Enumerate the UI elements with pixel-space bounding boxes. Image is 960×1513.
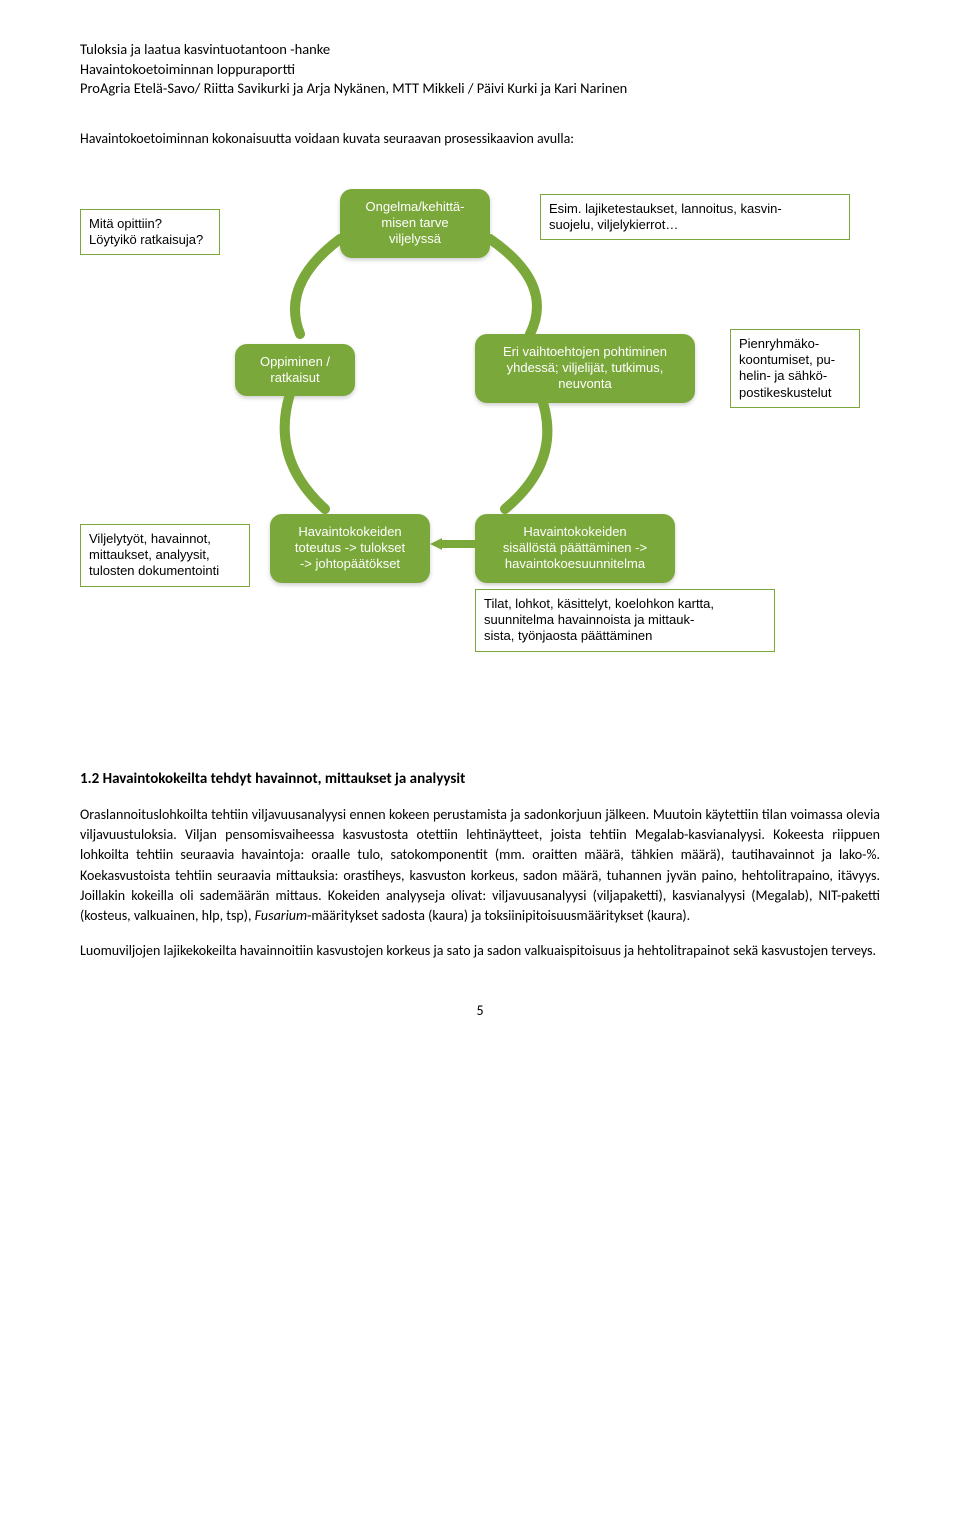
pill-problem: Ongelma/kehittä-misen tarveviljelyssä <box>340 189 490 258</box>
pill-learning-text: Oppiminen /ratkaisut <box>260 354 330 385</box>
intro-text: Havaintokoetoiminnan kokonaisuutta voida… <box>80 129 880 149</box>
pill-problem-text: Ongelma/kehittä-misen tarveviljelyssä <box>366 199 465 247</box>
arc-left-2 <box>265 389 355 519</box>
pill-content-text: Havaintokokeidensisällöstä päättäminen -… <box>503 524 647 572</box>
box-smallgroup-text: Pienryhmäko-koontumiset, pu-helin- ja sä… <box>739 336 835 400</box>
paragraph-2: Luomuviljojen lajikekokeilta havainnoiti… <box>80 941 880 961</box>
arrow-horizontal <box>430 534 475 554</box>
section-heading: 1.2 Havaintokokeilta tehdyt havainnot, m… <box>80 769 880 791</box>
pill-execution: Havaintokokeidentoteutus -> tulokset-> j… <box>270 514 430 583</box>
box-fieldwork-text: Viljelytyöt, havainnot,mittaukset, analy… <box>89 531 219 579</box>
arc-right-1 <box>475 234 565 344</box>
box-plan-text: Tilat, lohkot, käsittelyt, koelohkon kar… <box>484 596 714 644</box>
box-questions-text: Mitä opittiin?Löytyikö ratkaisuja? <box>89 216 203 247</box>
document-header: Tuloksia ja laatua kasvintuotantoon -han… <box>80 40 880 99</box>
paragraph-1: Oraslannoituslohkoilta tehtiin viljavuus… <box>80 805 880 927</box>
box-examples: Esim. lajiketestaukset, lannoitus, kasvi… <box>540 194 850 241</box>
arc-right-2 <box>480 389 570 519</box>
box-smallgroup: Pienryhmäko-koontumiset, pu-helin- ja sä… <box>730 329 860 408</box>
p1-part-b: -määritykset sadosta (kaura) ja toksiini… <box>307 907 690 924</box>
page-number: 5 <box>80 1001 880 1021</box>
box-plan: Tilat, lohkot, käsittelyt, koelohkon kar… <box>475 589 775 652</box>
arc-left-1 <box>270 234 360 344</box>
box-fieldwork: Viljelytyöt, havainnot,mittaukset, analy… <box>80 524 250 587</box>
header-line-3: ProAgria Etelä-Savo/ Riitta Savikurki ja… <box>80 79 880 99</box>
header-line-1: Tuloksia ja laatua kasvintuotantoon -han… <box>80 40 880 60</box>
process-diagram: Mitä opittiin?Löytyikö ratkaisuja? Ongel… <box>80 179 880 739</box>
pill-execution-text: Havaintokokeidentoteutus -> tulokset-> j… <box>295 524 405 572</box>
box-questions: Mitä opittiin?Löytyikö ratkaisuja? <box>80 209 220 256</box>
pill-content: Havaintokokeidensisällöstä päättäminen -… <box>475 514 675 583</box>
pill-options-text: Eri vaihtoehtojen pohtiminenyhdessä; vil… <box>503 344 667 392</box>
p1-italic: Fusarium <box>255 907 307 924</box>
header-line-2: Havaintokoetoiminnan loppuraportti <box>80 60 880 80</box>
box-examples-text: Esim. lajiketestaukset, lannoitus, kasvi… <box>549 201 782 232</box>
